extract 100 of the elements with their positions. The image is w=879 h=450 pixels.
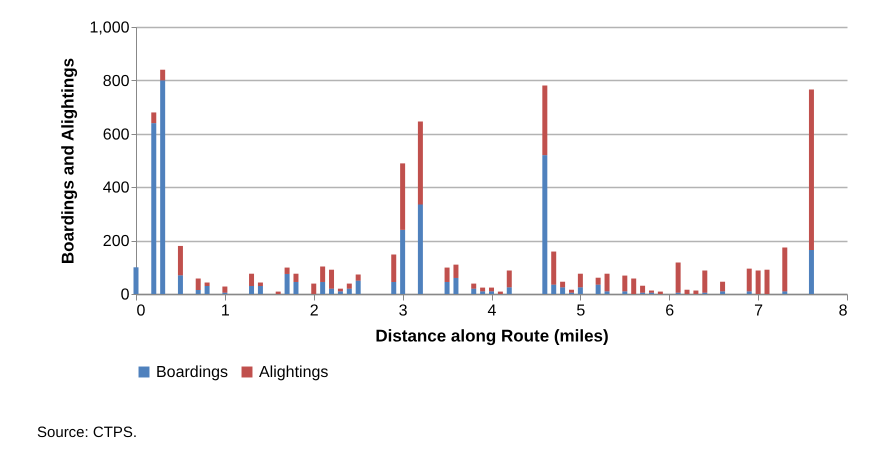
bar [480,291,486,294]
bar [808,89,814,250]
bar [338,291,343,294]
bar [222,286,228,293]
bar [249,274,254,286]
y-tick-label: 800 [102,72,130,90]
bar [178,246,183,276]
bar [249,286,254,294]
bar [551,252,556,285]
bar [489,288,494,292]
bar [418,204,423,294]
bar [560,287,566,294]
bar [356,280,361,294]
bar [720,282,726,292]
bar [560,282,566,288]
bar [391,254,396,282]
bar [329,270,334,289]
bar [134,267,138,294]
bar [676,262,681,293]
x-axis-title: Distance along Route (miles) [375,326,609,346]
bar [596,278,601,285]
y-axis-title: Boardings and Alightings [58,58,78,264]
bar [702,270,708,293]
bar [284,274,290,294]
bar [444,268,450,282]
x-tick-label: 7 [754,302,764,320]
bar [151,112,156,124]
x-tick-label: 6 [665,302,674,320]
x-tick-label: 1 [220,302,230,320]
bar [400,230,406,294]
bar [284,268,290,274]
x-tick-label: 5 [576,302,586,320]
bar [506,270,512,288]
bar [596,284,601,294]
bar [346,284,352,289]
bar [631,278,636,294]
bar [542,155,548,294]
y-tick-label: 200 [102,233,130,250]
bar [506,287,512,294]
bar [346,288,352,294]
y-tick-label: 600 [102,126,130,144]
bar [471,288,476,294]
bar [320,282,326,294]
bar [400,163,406,230]
bar [151,123,156,294]
legend-label: Boardings [156,364,228,381]
bar [453,264,458,278]
x-tick-label: 4 [488,302,497,320]
bar [293,274,298,282]
bar [391,282,396,294]
bar [258,282,263,286]
bar [160,80,166,294]
bar [720,291,726,294]
bar [204,282,210,286]
x-tick-label: 2 [310,302,319,320]
bar [471,284,476,289]
bar [604,274,610,292]
bar [258,286,263,294]
bar [542,85,548,156]
bar [782,248,788,292]
bar [196,278,201,290]
bar [622,291,628,294]
bar [568,290,574,293]
bar [356,274,361,281]
bar [746,268,752,292]
bar [196,290,201,294]
bar [453,278,458,294]
x-tick-label: 8 [838,302,848,320]
bar [604,291,610,294]
bar [746,291,752,294]
bar [329,288,334,294]
x-tick-label: 0 [136,302,146,320]
bar [693,290,698,294]
y-tick-label: 0 [120,286,130,304]
bar [551,284,556,294]
bar [622,276,628,292]
bar [578,274,583,288]
bar [480,288,486,292]
bar [178,275,183,294]
bar [640,286,646,293]
bar [338,288,343,292]
bar [684,290,690,294]
bar [160,70,166,80]
bar [204,286,210,294]
bar [418,122,423,205]
y-tick-label: 1,000 [89,20,130,36]
bar [489,291,494,294]
bar [320,266,326,282]
source-note: Source: CTPS. [37,424,138,441]
y-tick-label: 400 [102,180,130,197]
legend-label: Alightings [259,364,328,381]
bar [782,291,788,294]
bar [764,270,770,294]
bar [756,270,761,294]
bar [444,282,450,294]
bar [311,284,316,294]
bar [293,282,298,294]
x-tick-label: 3 [398,302,408,320]
bar [808,250,814,294]
bar [578,287,583,294]
